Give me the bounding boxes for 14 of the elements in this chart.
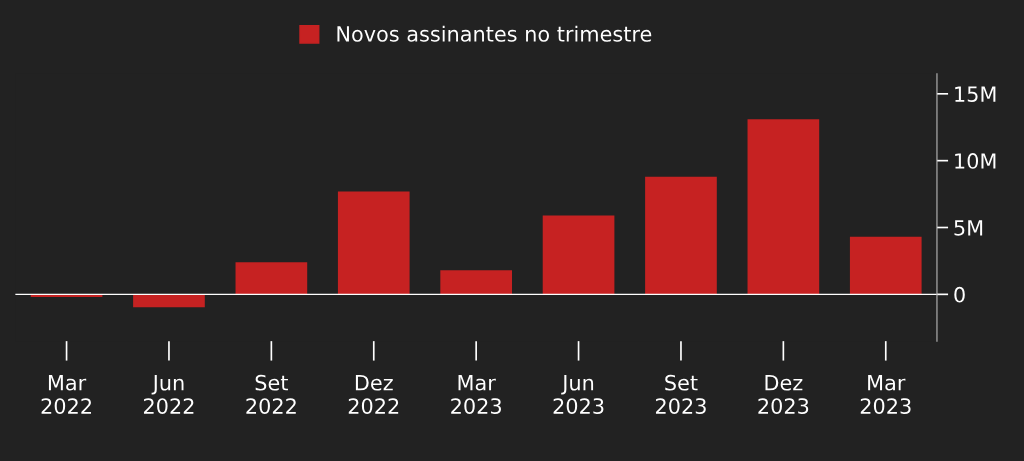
x-tick-label: Mar 2022	[41, 375, 91, 414]
x-tick-label: Dez 2023	[758, 375, 809, 414]
x-tick-label: Mar 2023	[451, 375, 501, 414]
x-tick-label: Set 2022	[246, 374, 296, 414]
x-tick-label: Jun 2023	[553, 375, 604, 414]
x-tick-label: Dez 2022	[348, 375, 399, 414]
y-tick-label: 0	[954, 286, 965, 303]
y-tick-label: 5M	[954, 220, 983, 236]
y-tick-label: 15M	[955, 86, 996, 103]
y-tick-label: 10M	[955, 153, 996, 169]
legend-label: Novos assinantes no trimestre	[337, 25, 652, 42]
x-tick-label: Mar 2023	[860, 375, 911, 414]
x-tick-label: Jun 2022	[143, 375, 194, 414]
x-tick-label: Set 2023	[655, 374, 706, 414]
